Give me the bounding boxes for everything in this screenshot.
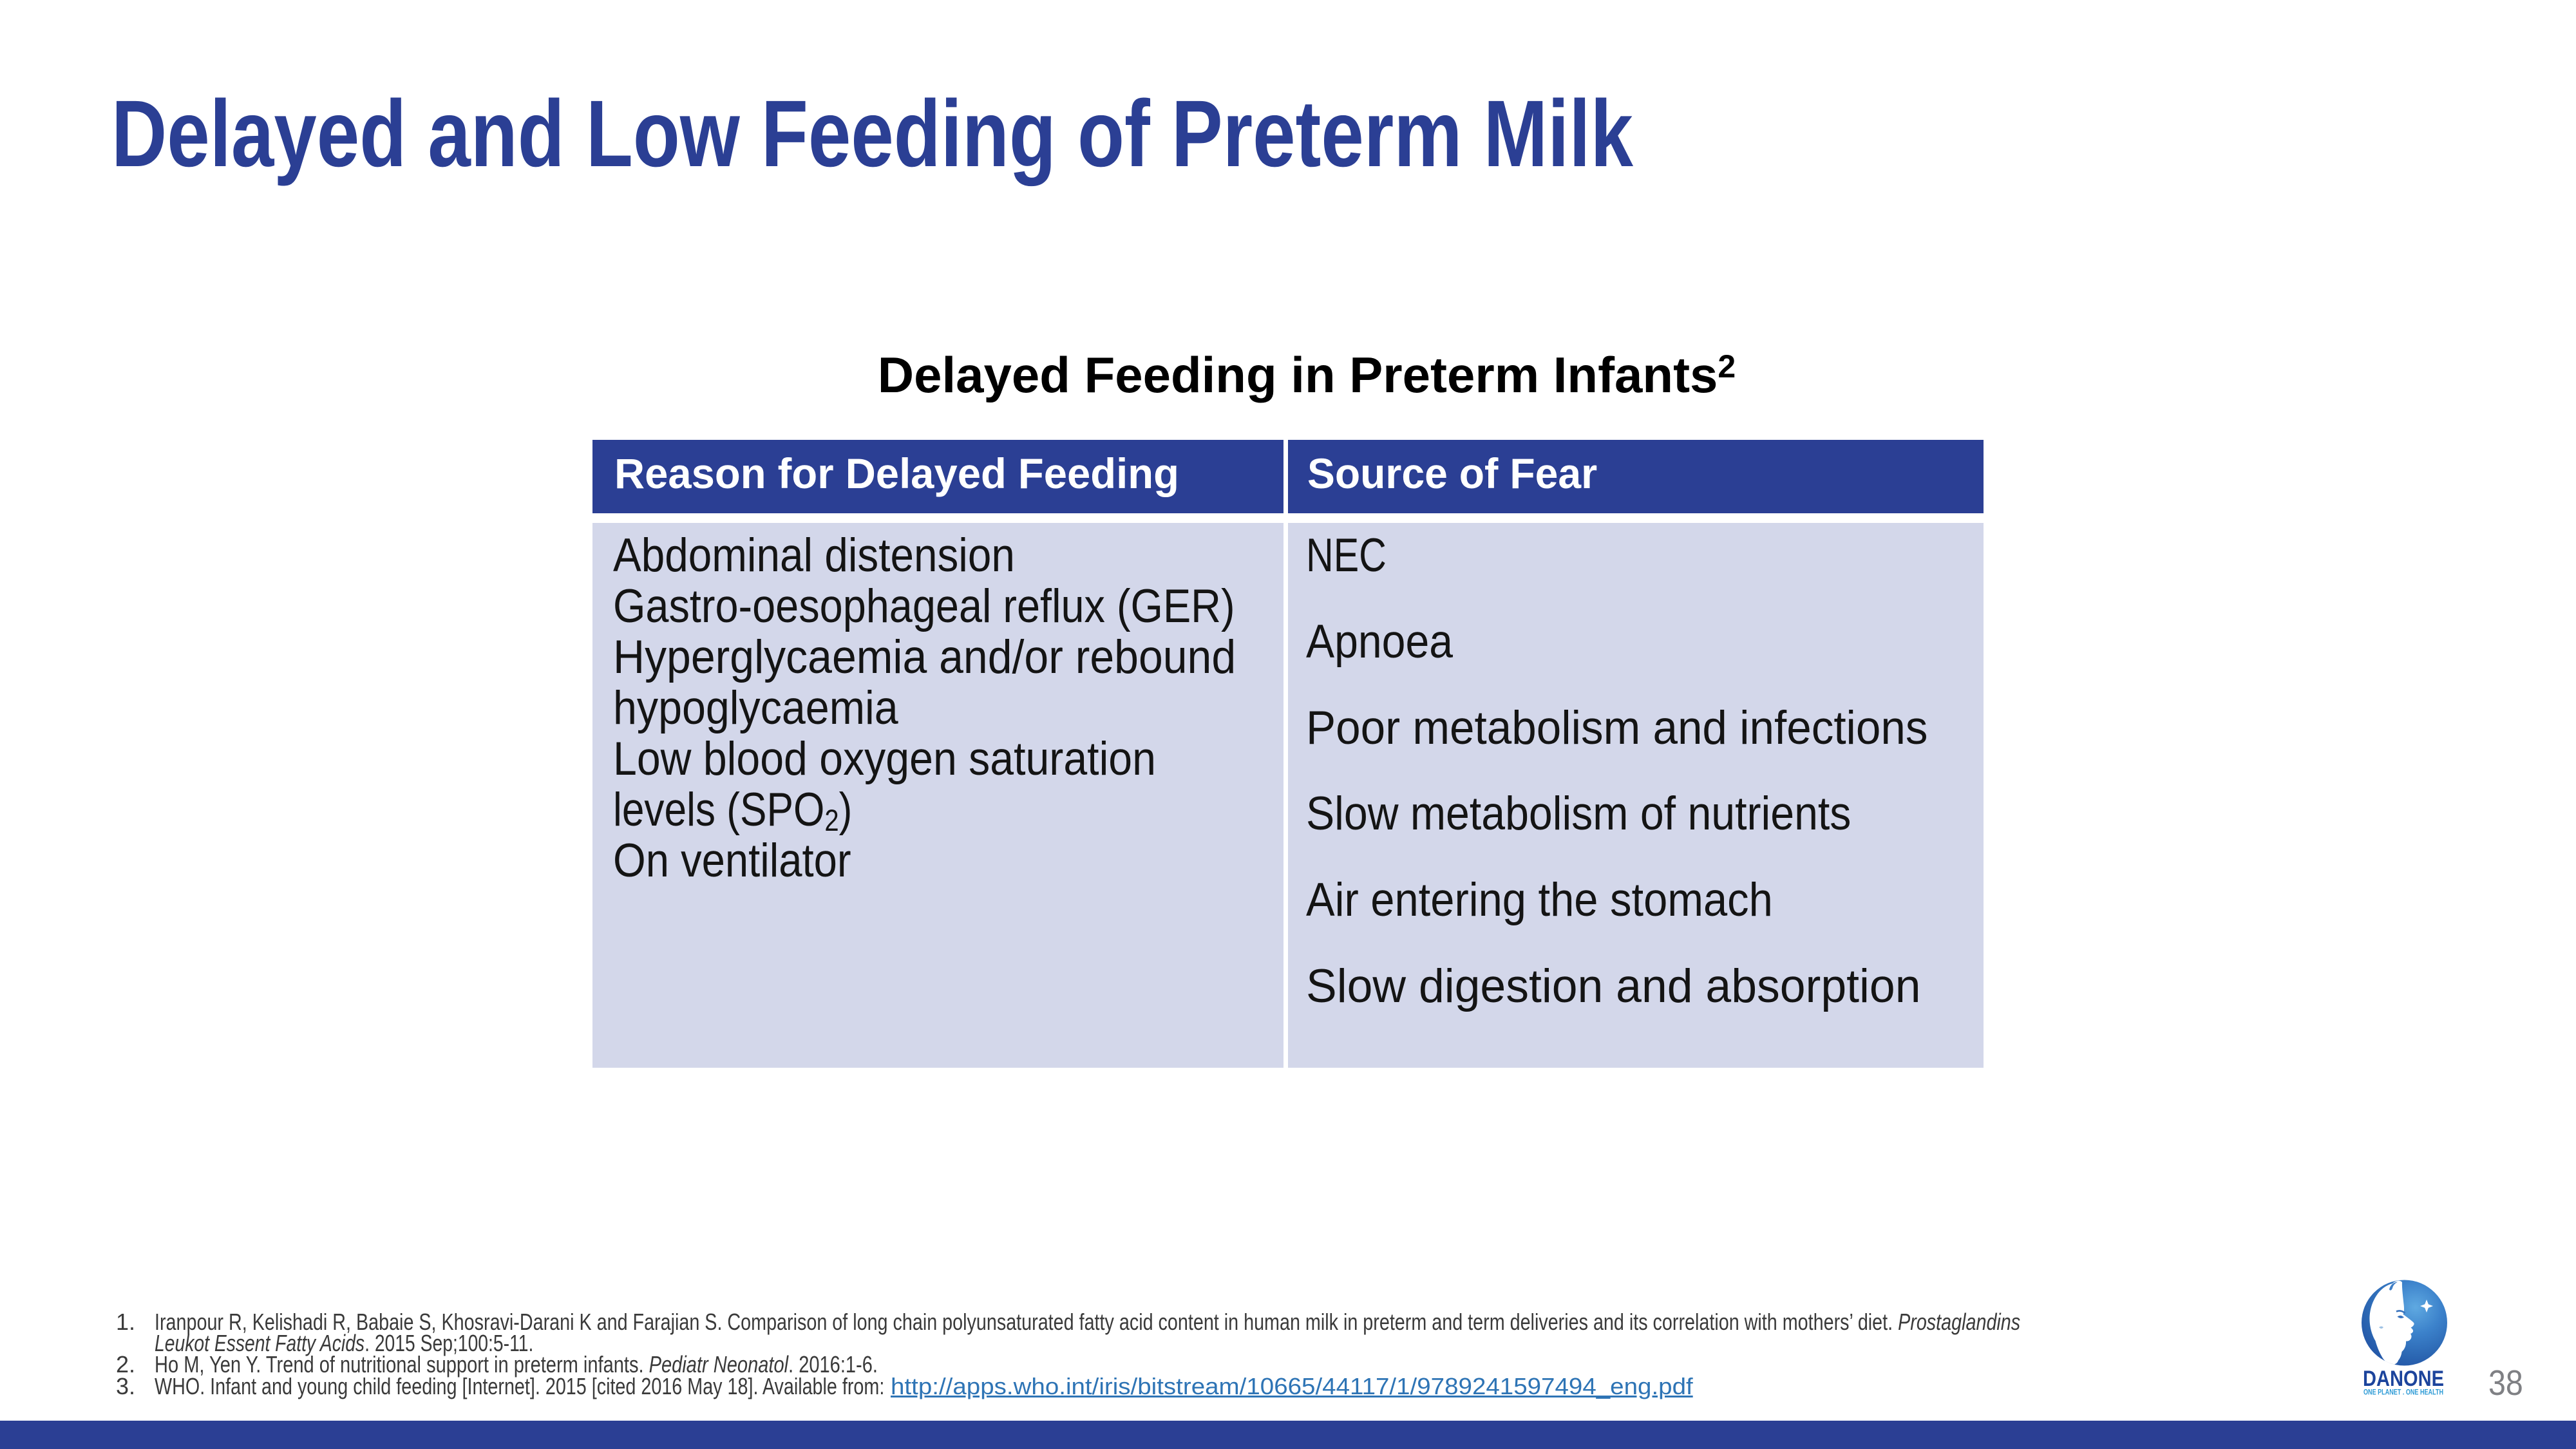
svg-text:DANONE: DANONE <box>2363 1367 2444 1391</box>
svg-text:ONE PLANET . ONE HEALTH: ONE PLANET . ONE HEALTH <box>2363 1388 2443 1397</box>
